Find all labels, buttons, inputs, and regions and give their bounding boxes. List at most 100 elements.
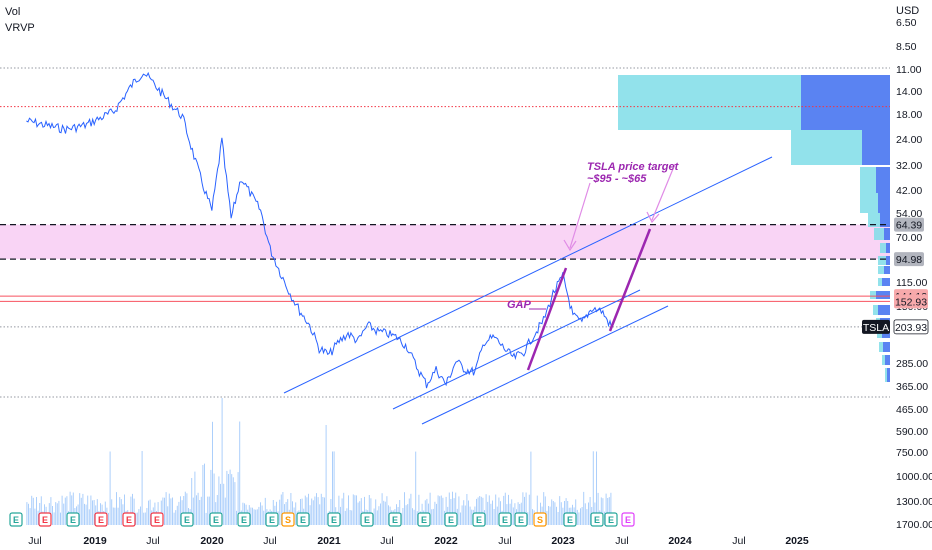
- event-marker-label: E: [213, 515, 219, 525]
- volume-bar: [429, 492, 431, 525]
- earnings-event-marker[interactable]: [604, 512, 618, 527]
- earnings-event-marker[interactable]: [590, 512, 604, 527]
- earnings-event-marker[interactable]: [94, 512, 108, 527]
- volume-bar: [96, 499, 98, 525]
- price-axis-tick: 465.00: [896, 404, 928, 416]
- price-axis-tick: 1300.00: [896, 496, 932, 508]
- volume-bar: [231, 474, 233, 525]
- earnings-event-marker[interactable]: [38, 512, 52, 527]
- price-axis[interactable]: 6.50 8.50 11.00 14.00 18.00 24.00 32.00 42.00 54…: [896, 17, 932, 531]
- volume-bar: [220, 483, 221, 525]
- volume-profile-bar-up: [882, 278, 890, 286]
- volume-bar: [381, 493, 383, 525]
- volume-bar: [85, 504, 87, 525]
- volume-bar: [346, 508, 348, 525]
- earnings-event-marker[interactable]: [9, 512, 23, 527]
- volume-bar: [149, 499, 151, 525]
- earnings-event-marker[interactable]: [209, 512, 223, 527]
- volume-profile-bar-up: [876, 291, 890, 299]
- earnings-event-marker[interactable]: [122, 512, 136, 527]
- volume-bar: [69, 491, 71, 525]
- earnings-event-marker[interactable]: [327, 512, 341, 527]
- earnings-event-marker[interactable]: [180, 512, 194, 527]
- volume-profile-bar-down: [877, 330, 882, 338]
- volume-profile-bar-down: [879, 342, 883, 352]
- volume-bar: [317, 497, 319, 525]
- volume-bar: [589, 497, 591, 525]
- volume-bar: [436, 503, 437, 525]
- volume-bar: [117, 507, 119, 525]
- volume-bar: [495, 494, 497, 525]
- volume-bar: [136, 512, 138, 525]
- volume-bar: [280, 494, 282, 525]
- volume-profile-bar-up: [882, 330, 890, 338]
- volume-bar: [522, 492, 524, 525]
- volume-bar: [341, 498, 343, 525]
- volume-profile-bar-up: [883, 342, 890, 352]
- volume-bar: [204, 463, 205, 525]
- volume-bar: [264, 497, 266, 525]
- earnings-event-marker[interactable]: [360, 512, 374, 527]
- lower-channel-line[interactable]: [421, 305, 669, 425]
- price-axis-tick: 1700.00: [896, 519, 932, 531]
- price-axis-tick: 285.00: [896, 358, 928, 370]
- volume-bar: [426, 498, 428, 525]
- volume-bar: [557, 512, 559, 525]
- volume-bar: [525, 492, 527, 525]
- price-axis-tick: 42.00: [896, 185, 922, 197]
- earnings-event-marker[interactable]: [66, 512, 80, 527]
- earnings-event-marker[interactable]: [150, 512, 164, 527]
- earnings-event-marker[interactable]: [296, 512, 310, 527]
- volume-bar: [575, 499, 577, 525]
- volume-bar: [140, 506, 141, 525]
- volume-bar: [180, 496, 181, 525]
- volume-bar: [37, 510, 39, 525]
- earnings-event-marker[interactable]: [563, 512, 577, 527]
- volume-bar: [183, 496, 185, 525]
- volume-bar: [543, 492, 545, 525]
- volume-profile-bar-up: [801, 75, 890, 130]
- volume-bar: [378, 506, 380, 525]
- earnings-event-marker[interactable]: [514, 512, 528, 527]
- upper-channel-line[interactable]: [283, 156, 773, 394]
- volume-profile-bar-up: [876, 167, 890, 193]
- target-arrow-right: [651, 163, 676, 221]
- event-marker-label: E: [70, 515, 76, 525]
- volume-bar: [138, 509, 140, 525]
- volume-bar: [84, 503, 85, 525]
- event-marker-label: E: [594, 515, 600, 525]
- time-axis-tick: 2019: [83, 535, 107, 547]
- volume-bar: [546, 510, 548, 525]
- volume-bar: [544, 496, 546, 525]
- earnings-event-marker[interactable]: [472, 512, 486, 527]
- earnings-event-marker[interactable]: [533, 512, 547, 527]
- earnings-event-marker[interactable]: [417, 512, 431, 527]
- volume-bar: [237, 472, 239, 525]
- volume-bar: [175, 510, 177, 525]
- earnings-event-marker[interactable]: [621, 512, 635, 527]
- volume-bar: [212, 421, 213, 525]
- volume-bar: [383, 500, 385, 525]
- earnings-event-marker[interactable]: [237, 512, 251, 527]
- earnings-event-marker[interactable]: [388, 512, 402, 527]
- volume-profile-bar-down: [791, 130, 862, 165]
- earnings-event-marker[interactable]: [281, 512, 295, 527]
- event-marker-label: E: [448, 515, 454, 525]
- volume-bar: [114, 507, 116, 525]
- earnings-event-marker[interactable]: [265, 512, 279, 527]
- volume-bar: [226, 470, 228, 525]
- target-projection-line: [608, 228, 652, 332]
- target-annotation-line2: ~$95 - ~$65: [587, 173, 647, 185]
- volume-bar: [464, 505, 466, 525]
- time-axis[interactable]: Jul 2019 Jul 2020 Jul 2021 Jul 2022 Jul 2023 Jul 20…: [28, 535, 809, 547]
- event-marker-label: E: [392, 515, 398, 525]
- earnings-event-marker[interactable]: [444, 512, 458, 527]
- price-axis-tick: 365.00: [896, 381, 928, 393]
- trend-channels: [283, 156, 773, 425]
- earnings-event-marker[interactable]: [498, 512, 512, 527]
- volume-bar: [439, 496, 441, 525]
- lower-channel-mid-line[interactable]: [392, 289, 641, 410]
- volume-bar: [176, 505, 178, 525]
